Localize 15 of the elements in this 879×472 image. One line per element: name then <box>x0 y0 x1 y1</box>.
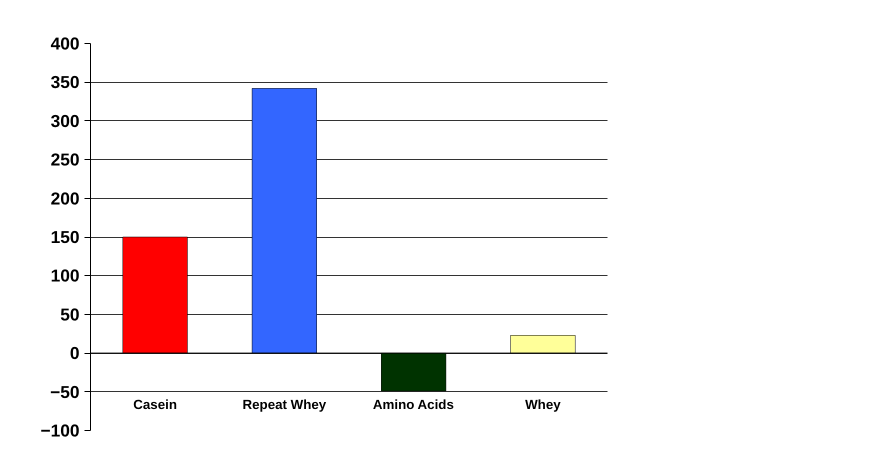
x-tick-label: Whey <box>525 397 562 412</box>
y-tick-label: 400 <box>50 34 80 54</box>
x-tick-label: Casein <box>133 397 177 412</box>
x-tick-label: Amino Acids <box>372 397 454 412</box>
y-tick-label: 100 <box>50 266 80 286</box>
y-tick-label: 0 <box>70 343 80 364</box>
y-tick-label: 350 <box>50 72 80 92</box>
x-tick-label: Repeat Whey <box>242 397 327 412</box>
y-tick-label: 150 <box>50 227 80 247</box>
y-tick-label: −100 <box>40 420 80 440</box>
y-tick-label: 200 <box>50 188 80 208</box>
y-tick-label: −50 <box>50 382 80 402</box>
y-tick-label: 300 <box>50 110 80 131</box>
y-tick-label: 50 <box>60 304 80 324</box>
y-tick-label: 250 <box>50 150 80 170</box>
